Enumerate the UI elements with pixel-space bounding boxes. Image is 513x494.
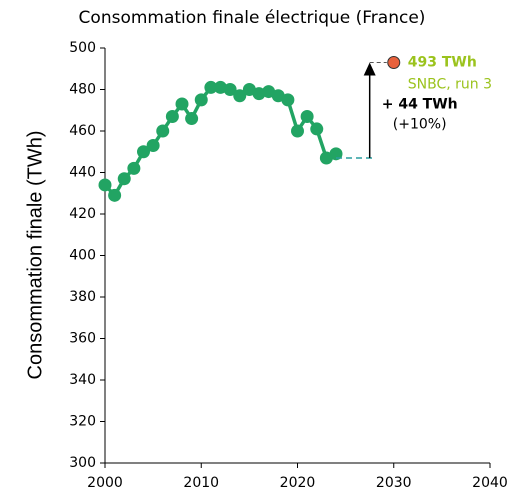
- data-point: [194, 93, 208, 107]
- x-tick-label: 2030: [376, 475, 412, 491]
- x-tick-label: 2020: [280, 475, 316, 491]
- y-tick-label: 400: [69, 248, 96, 264]
- data-point: [223, 83, 237, 96]
- y-tick-label: 460: [69, 123, 96, 139]
- chart-title: Consommation finale électrique (France): [79, 8, 426, 28]
- data-point: [165, 109, 179, 123]
- data-point: [204, 80, 218, 94]
- data-point: [137, 145, 150, 159]
- target-sublabel: SNBC, run 3: [408, 77, 492, 93]
- data-point: [291, 124, 304, 138]
- data-point: [281, 93, 295, 107]
- x-tick-label: 2040: [472, 475, 508, 491]
- data-point: [300, 109, 314, 123]
- y-tick-label: 360: [69, 331, 96, 347]
- y-tick-label: 480: [69, 82, 96, 98]
- data-point: [127, 161, 141, 175]
- target-label: 493 TWh: [408, 55, 477, 71]
- y-tick-label: 420: [69, 206, 96, 222]
- x-tick-label: 2010: [183, 475, 219, 491]
- arrow-label: + 44 TWh: [382, 96, 458, 112]
- series-line: [103, 85, 337, 199]
- data-point: [98, 178, 112, 192]
- y-tick-label: 340: [69, 372, 96, 388]
- y-tick-label: 500: [69, 40, 96, 56]
- data-point: [146, 139, 160, 153]
- y-tick-label: 380: [69, 289, 96, 305]
- y-axis-label: Consommation finale (TWh): [24, 131, 46, 380]
- data-point: [117, 172, 131, 186]
- data-point: [185, 112, 199, 126]
- arrow-sublabel: (+10%): [393, 116, 447, 132]
- data-point: [108, 188, 122, 202]
- data-point: [329, 147, 343, 161]
- data-point: [233, 89, 247, 103]
- target-point: [387, 56, 401, 70]
- data-point: [175, 97, 189, 111]
- arrow-head: [363, 62, 376, 76]
- y-tick-label: 320: [69, 414, 96, 430]
- data-point: [310, 122, 324, 136]
- x-tick-label: 2000: [87, 475, 123, 491]
- y-tick-label: 440: [69, 165, 96, 181]
- y-tick-label: 300: [69, 455, 96, 471]
- data-point: [156, 124, 170, 138]
